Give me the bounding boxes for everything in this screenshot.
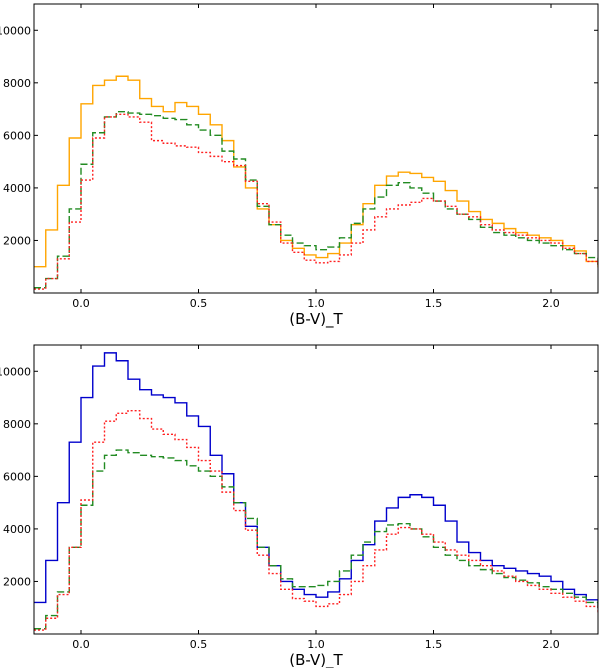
series-line-green-dashed [34, 449, 598, 630]
plot-area [34, 75, 598, 290]
y-tick-label: 6000 [3, 470, 31, 483]
y-tick-label: 4000 [3, 182, 31, 195]
x-tick-label: 1.0 [307, 638, 325, 651]
x-tick-label: 0.0 [72, 638, 90, 651]
x-tick-label: 1.5 [425, 638, 443, 651]
y-tick-label: 2000 [3, 234, 31, 247]
y-tick-label: 8000 [3, 77, 31, 90]
x-tick-label: 1.5 [425, 297, 443, 310]
x-tick-label: 2.0 [542, 297, 560, 310]
y-tick-label: 4000 [3, 523, 31, 536]
plot-area [34, 352, 598, 631]
y-tick-label: 10000 [0, 365, 31, 378]
series-line-green-dashed [34, 111, 598, 289]
y-tick-label: 6000 [3, 129, 31, 142]
panel-top: 0.0 0.5 1.0 1.5 2.0 2000 4000 6000 8000 10000 (B-V… [0, 3, 599, 329]
x-tick-label: 0.5 [190, 297, 208, 310]
x-tick-label: 0.0 [72, 297, 90, 310]
y-tick-label: 8000 [3, 418, 31, 431]
y-tick-label: 2000 [3, 575, 31, 588]
x-tick-label: 0.5 [190, 638, 208, 651]
series-line-red-dotted [34, 113, 598, 290]
x-tick-label: 2.0 [542, 638, 560, 651]
x-tick-label: 1.0 [307, 297, 325, 310]
panel-bottom: 0.0 0.5 1.0 1.5 2.0 2000 4000 6000 8000 10000 (B-V… [0, 344, 599, 668]
y-tick-label: 10000 [0, 24, 31, 37]
series-line-blue-solid [34, 352, 598, 609]
axes-frame [33, 344, 599, 635]
x-axis-label: (B-V)_T [289, 651, 343, 668]
series-line-orange-solid [34, 75, 598, 268]
x-axis-label: (B-V)_T [289, 310, 343, 329]
